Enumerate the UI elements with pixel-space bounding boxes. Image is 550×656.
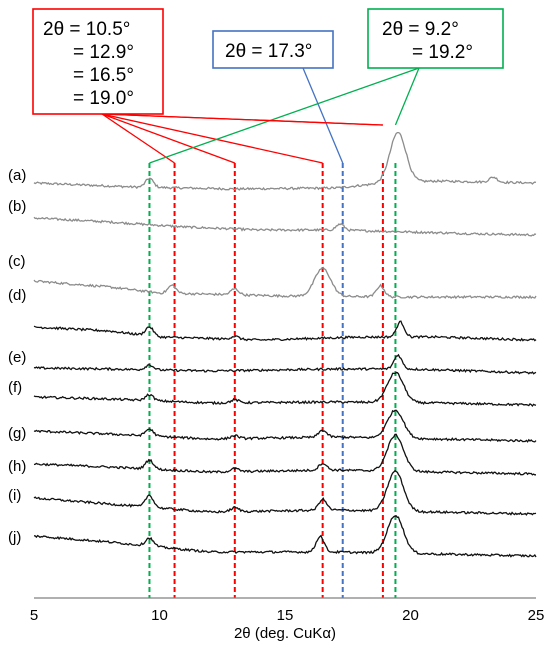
series-label: (d) [8, 287, 26, 304]
annotation-box [212, 30, 334, 69]
x-tick-label: 10 [151, 607, 168, 624]
series-line [33, 320, 537, 342]
annotation-connectors [101, 67, 420, 164]
series-line [33, 216, 537, 237]
annotation-text: = 19.0° [73, 88, 134, 109]
annotation-box [367, 8, 504, 69]
series-label: (e) [8, 349, 26, 366]
series-labels: (a) (b) (c) (d) (e) (f) (g) (h) (i) (j) [8, 167, 26, 546]
series-label: (c) [8, 253, 26, 270]
annotation-box [32, 8, 164, 115]
x-axis-label: 2θ (deg. CuKα) [234, 625, 336, 642]
series-label: (g) [8, 425, 26, 442]
series-line [33, 353, 537, 375]
connector-line [101, 113, 236, 164]
annotation-boxes: 2θ = 10.5°= 12.9°= 16.5°= 19.0° 2θ = 17.3… [32, 8, 504, 115]
connector-line [394, 67, 420, 126]
annotation-text: 2θ = 17.3° [225, 41, 312, 62]
series-label: (i) [8, 487, 21, 504]
connector-line [149, 67, 420, 164]
reference-lines [148, 163, 397, 598]
series-line [33, 266, 537, 300]
series-group [33, 131, 537, 558]
annotation-text: 2θ = 9.2° [382, 19, 459, 40]
connector-line [101, 113, 323, 164]
series-line [33, 372, 537, 408]
x-tick-label: 25 [528, 607, 545, 624]
x-tick-label: 20 [402, 607, 419, 624]
series-line [33, 433, 536, 476]
annotation-text: = 16.5° [73, 65, 134, 86]
series-label: (j) [8, 529, 21, 546]
annotation-text: = 12.9° [73, 42, 134, 63]
x-tick-label: 5 [30, 607, 38, 624]
series-label: (f) [8, 379, 22, 396]
series-label: (b) [8, 198, 26, 215]
connector-line [101, 113, 383, 126]
connector-line [101, 113, 175, 164]
series-line [33, 469, 537, 516]
series-label: (h) [8, 458, 26, 475]
x-axis-ticks: 5 10 15 20 25 [30, 607, 545, 624]
connector-line [302, 67, 344, 164]
series-line [33, 131, 537, 191]
series-line [33, 409, 537, 443]
annotation-text: 2θ = 10.5° [43, 19, 130, 40]
series-label: (a) [8, 167, 26, 184]
annotation-text: = 19.2° [412, 42, 473, 63]
x-tick-label: 15 [277, 607, 294, 624]
series-line [33, 515, 537, 558]
